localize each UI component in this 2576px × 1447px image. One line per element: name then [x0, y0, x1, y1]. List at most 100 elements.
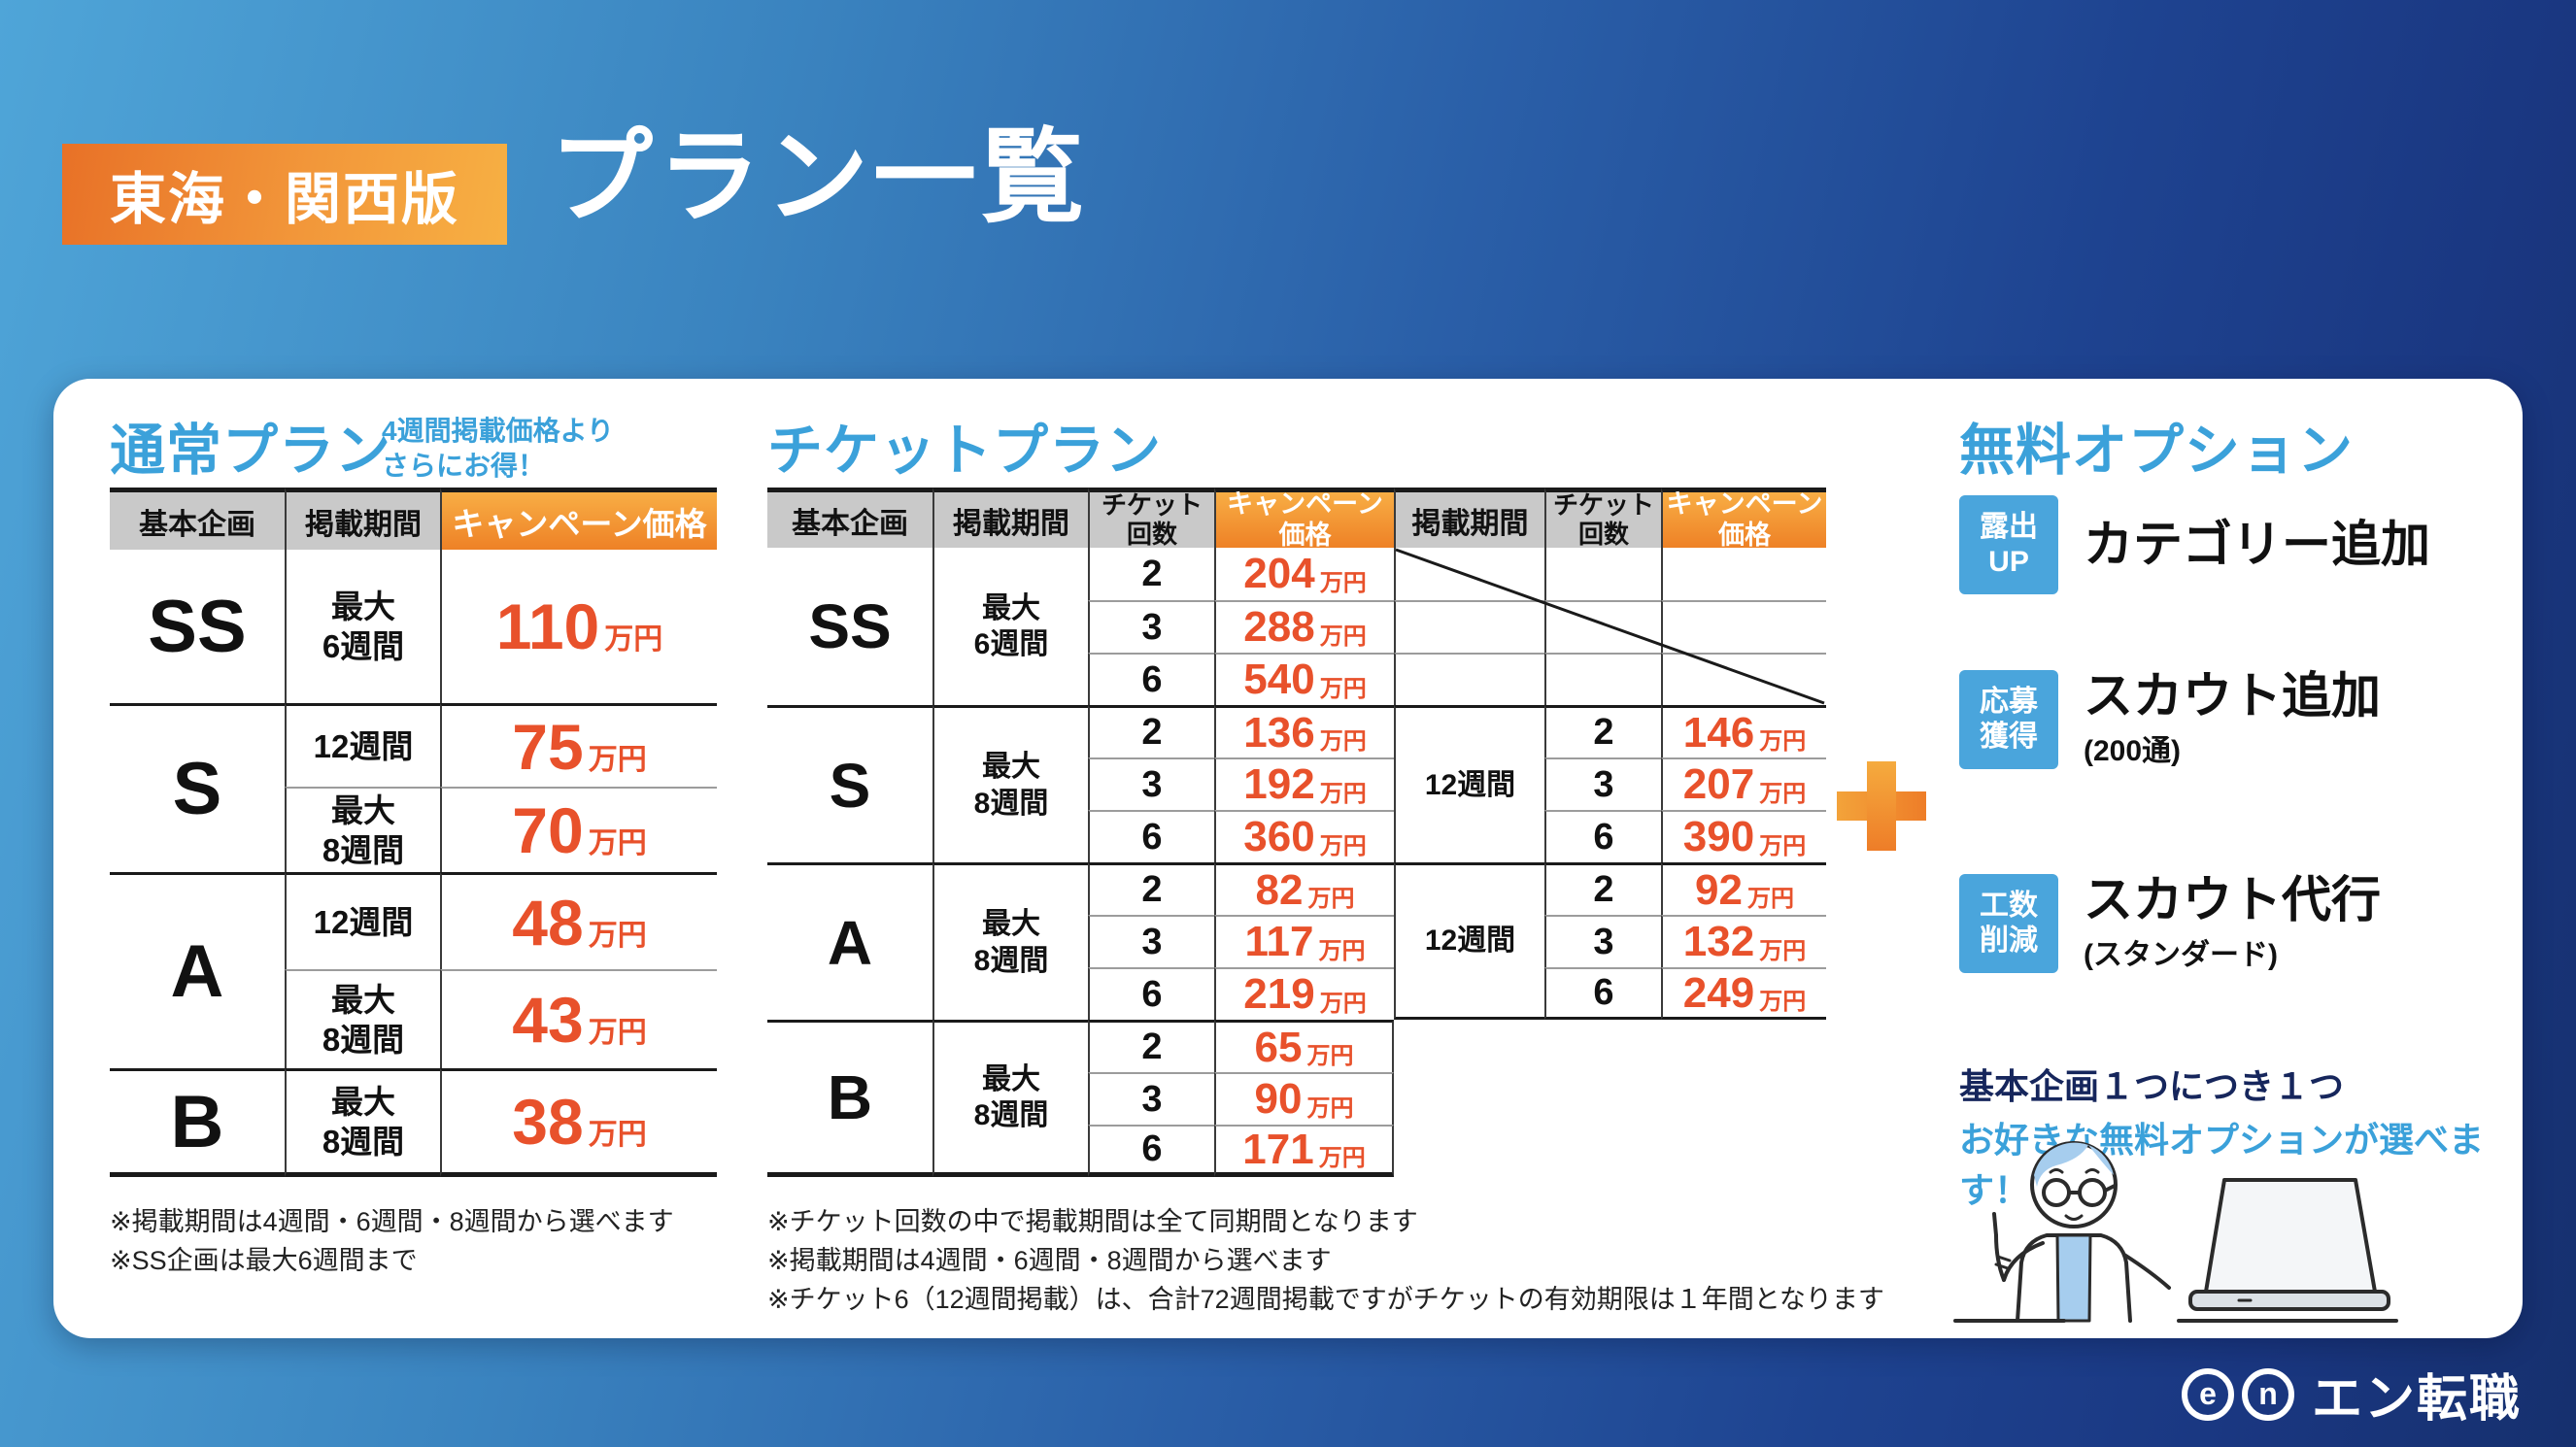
- blank-cell: [1544, 1125, 1661, 1177]
- ticket-plan-note-2: ※掲載期間は4週間・6週間・8週間から選べます: [767, 1246, 1332, 1275]
- content-card: 通常プラン 4週間掲載価格より さらにお得！ 基本企画 掲載期間 キャンペーン価…: [53, 379, 2523, 1338]
- ticket-price: 132 万円: [1661, 915, 1826, 967]
- ticket-count: 6: [1088, 967, 1214, 1020]
- free-options-note-1: 基本企画１つにつき１つ: [1959, 1066, 2345, 1106]
- ticket-price: 92 万円: [1661, 862, 1826, 915]
- ticket-price: 65 万円: [1214, 1020, 1394, 1072]
- option-label: カテゴリー追加: [2084, 517, 2431, 573]
- ticket-count: 6: [1088, 1125, 1214, 1177]
- price-ss: 110 万円: [440, 550, 717, 703]
- ticket-price: 192 万円: [1214, 757, 1394, 810]
- plus-icon: [1837, 761, 1926, 851]
- blank-cell: [1394, 1072, 1544, 1125]
- ticket-count: 2: [1544, 705, 1661, 757]
- normal-plan-title: 通常プラン: [110, 420, 391, 482]
- plan-b: B: [110, 1068, 285, 1177]
- price-s-8w: 70 万円: [440, 787, 717, 872]
- column-header-price: キャンペーン価格: [1214, 488, 1394, 550]
- ticket-count: 2: [1088, 548, 1214, 600]
- ticket-price: 117 万円: [1214, 915, 1394, 967]
- region-badge: 東海・関西版: [62, 144, 507, 245]
- footer: e n エン転職: [2181, 1358, 2522, 1430]
- ticket-count: 3: [1088, 757, 1214, 810]
- not-available-diagonal: [1395, 548, 1825, 705]
- person-laptop-illustration: [1953, 1141, 2398, 1323]
- period-a-8w: 最大 8週間: [285, 969, 440, 1068]
- price-b: 38 万円: [440, 1068, 717, 1177]
- option-sub: (200通): [2084, 734, 2182, 767]
- ticket-count: 6: [1088, 810, 1214, 862]
- column-header-plan: 基本企画: [110, 488, 285, 550]
- blank-cell: [1661, 1072, 1826, 1125]
- ticket-count: 2: [1088, 1020, 1214, 1072]
- option-label: スカウト追加: [2084, 668, 2382, 724]
- ticket-price: 136 万円: [1214, 705, 1394, 757]
- empty-cell: [1544, 548, 1661, 600]
- free-options-title: 無料オプション: [1959, 420, 2354, 482]
- ticket-plan-title: チケットプラン: [767, 420, 1162, 482]
- empty-cell: [1661, 653, 1826, 705]
- option-scout-agency: 工数 削減 スカウト代行 (スタンダード): [1959, 874, 2381, 973]
- empty-cell: [1544, 653, 1661, 705]
- empty-cell: [1394, 653, 1544, 705]
- blank-cell: [1544, 1072, 1661, 1125]
- column-header-period: 掲載期間: [285, 488, 440, 550]
- period-a-12w: 12週間: [285, 872, 440, 969]
- blank-cell: [1661, 1020, 1826, 1072]
- ticket-price: 82 万円: [1214, 862, 1394, 915]
- ticket-count: 3: [1544, 757, 1661, 810]
- period-s-12w: 12週間: [285, 703, 440, 787]
- plan-a: A: [110, 872, 285, 1068]
- price-a-12w: 48 万円: [440, 872, 717, 969]
- blank-cell: [1394, 1020, 1544, 1072]
- period-s-8w: 最大 8週間: [285, 787, 440, 872]
- plan-s: S: [767, 705, 932, 862]
- ticket-count: 6: [1544, 967, 1661, 1020]
- ticket-price: 288 万円: [1214, 600, 1394, 653]
- exposure-up-badge: 露出 UP: [1959, 495, 2058, 594]
- ticket-count: 3: [1088, 600, 1214, 653]
- ticket-price: 204 万円: [1214, 548, 1394, 600]
- empty-cell: [1661, 600, 1826, 653]
- period-ss: 最大 6週間: [932, 548, 1088, 705]
- column-header-period: 掲載期間: [932, 488, 1088, 548]
- column-header-ticket-count-2: チケット 回数: [1544, 488, 1661, 548]
- application-gain-badge: 応募 獲得: [1959, 670, 2058, 769]
- period-s-right: 12週間: [1394, 705, 1544, 862]
- empty-cell: [1394, 600, 1544, 653]
- period-ss: 最大 6週間: [285, 550, 440, 703]
- normal-plan-table: 基本企画 掲載期間 キャンペーン価格 SS 最大 6週間 110 万円 S 12週…: [110, 488, 717, 1177]
- period-b: 最大 8週間: [285, 1068, 440, 1177]
- normal-plan-subtitle: 4週間掲載価格より さらにお得！: [382, 414, 614, 484]
- column-header-period-2: 掲載期間: [1394, 488, 1544, 548]
- period-b: 最大 8週間: [932, 1020, 1088, 1177]
- blank-cell: [1661, 1125, 1826, 1177]
- column-header-ticket-count: チケット 回数: [1088, 488, 1214, 548]
- ticket-plan-table: 基本企画 掲載期間 チケット 回数 キャンペーン 価格 掲載期間 チケット 回数 キャ…: [767, 488, 1826, 1177]
- period-s: 最大 8週間: [932, 705, 1088, 862]
- normal-plan-note-1: ※掲載期間は4週間・6週間・8週間から選べます: [110, 1207, 674, 1236]
- price-s-12w: 75 万円: [440, 703, 717, 787]
- ticket-count: 3: [1088, 1072, 1214, 1125]
- ticket-count: 2: [1088, 862, 1214, 915]
- ticket-count: 6: [1544, 810, 1661, 862]
- normal-plan-note-2: ※SS企画は最大6週間まで: [110, 1246, 418, 1275]
- ticket-plan-note-1: ※チケット回数の中で掲載期間は全て同期間となります: [767, 1207, 1418, 1236]
- option-label: スカウト代行: [2084, 872, 2382, 928]
- ticket-plan-notes: ※チケット回数の中で掲載期間は全て同期間となります ※掲載期間は4週間・6週間・…: [767, 1202, 1884, 1319]
- en-tenshoku-logo-text: エン転職: [2311, 1371, 2522, 1428]
- normal-plan-notes: ※掲載期間は4週間・6週間・8週間から選べます ※SS企画は最大6週間まで: [110, 1202, 674, 1280]
- ticket-price: 207 万円: [1661, 757, 1826, 810]
- ticket-price: 249 万円: [1661, 967, 1826, 1020]
- period-a: 最大 8週間: [932, 862, 1088, 1020]
- ticket-count: 6: [1088, 653, 1214, 705]
- ticket-count: 3: [1544, 915, 1661, 967]
- ticket-price: 219 万円: [1214, 967, 1394, 1020]
- ticket-count: 3: [1088, 915, 1214, 967]
- empty-cell: [1661, 548, 1826, 600]
- plan-s: S: [110, 703, 285, 872]
- column-header-price: キャンペーン価格: [440, 488, 717, 550]
- ticket-price: 171 万円: [1214, 1125, 1394, 1177]
- ticket-plan-note-3: ※チケット6（12週間掲載）は、合計72週間掲載ですがチケットの有効期限は１年間…: [767, 1285, 1884, 1314]
